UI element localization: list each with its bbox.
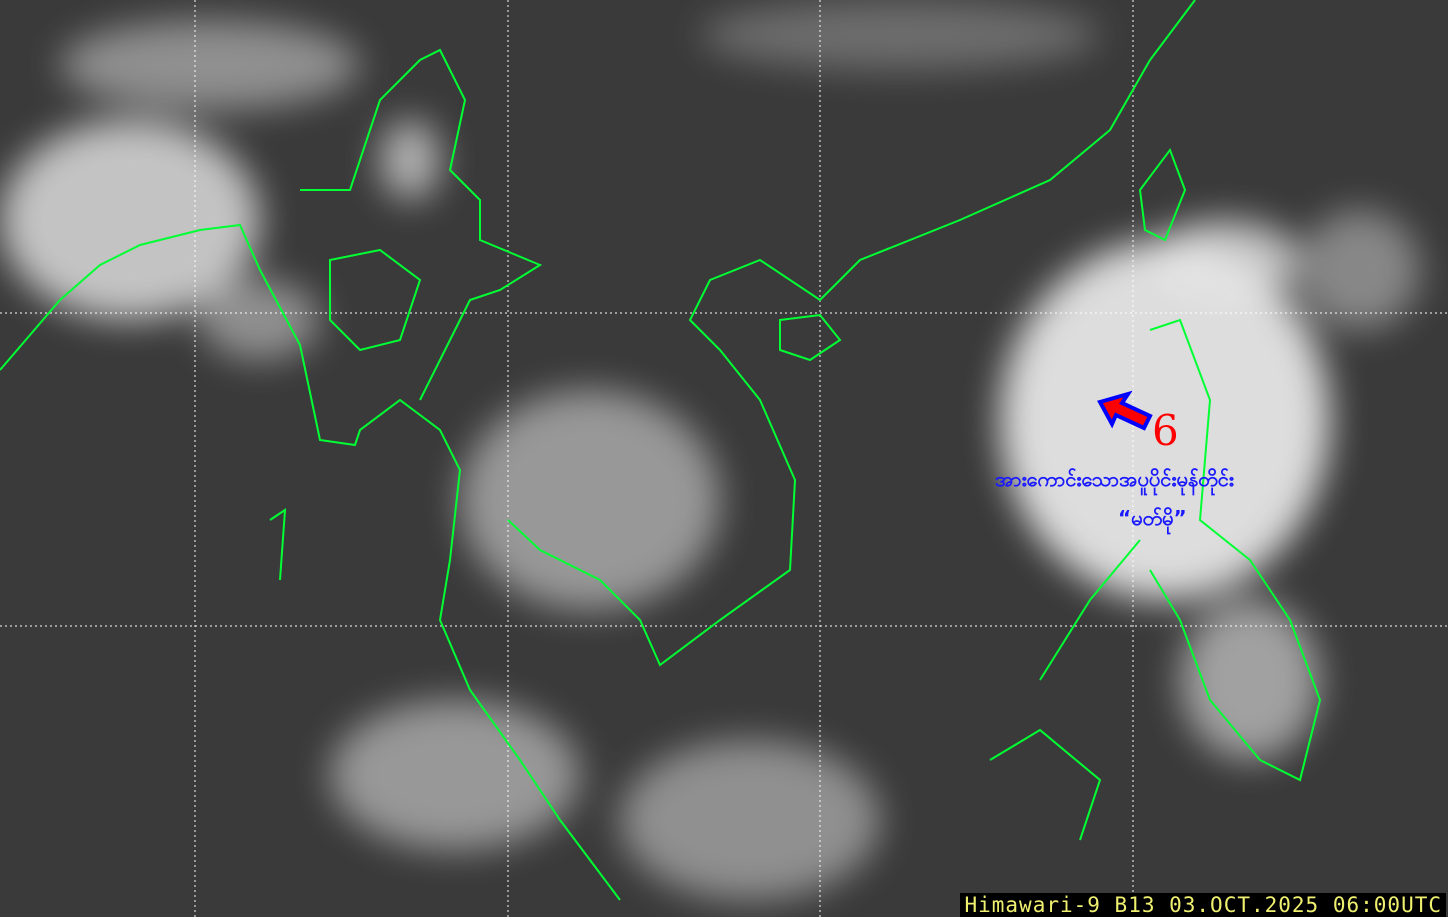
cyclone-symbol-icon: 6: [1152, 406, 1179, 455]
coastlines-borders: [0, 0, 1322, 901]
image-caption: Himawari-9 B13 03.OCT.2025 06:00UTC: [960, 893, 1446, 917]
storm-label: အားကောင်းသောအပူပိုင်းမုန်တိုင်း: [995, 467, 1234, 491]
storm-name: “မတ်မို”: [1118, 506, 1187, 530]
storm-track-arrow: [1097, 390, 1153, 431]
